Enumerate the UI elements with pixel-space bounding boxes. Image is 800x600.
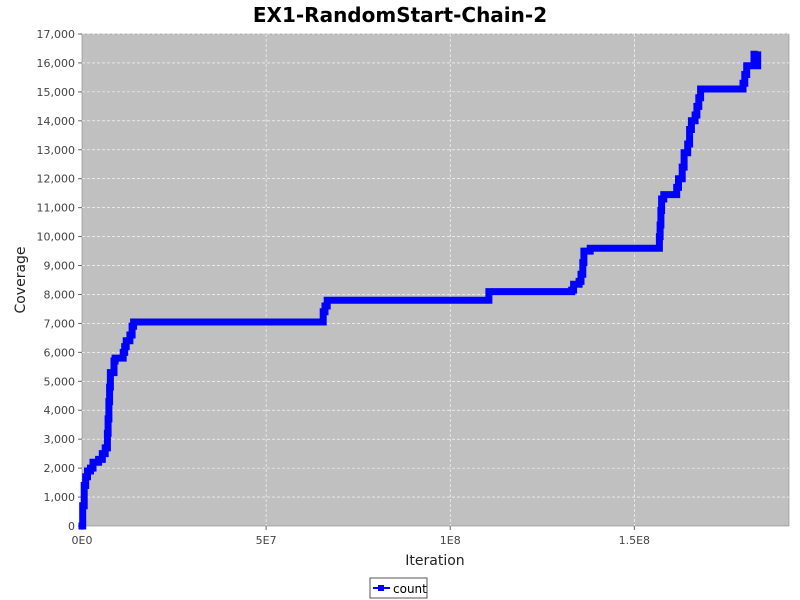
y-tick-label: 7,000	[44, 317, 76, 330]
y-tick-label: 3,000	[44, 433, 76, 446]
y-tick-label: 17,000	[37, 28, 76, 41]
y-tick-label: 15,000	[37, 86, 76, 99]
y-tick-label: 16,000	[37, 57, 76, 70]
y-tick-label: 13,000	[37, 144, 76, 157]
y-tick-label: 12,000	[37, 173, 76, 186]
x-tick-label: 1E8	[440, 534, 461, 547]
x-tick-label: 1.5E8	[619, 534, 650, 547]
x-axis-label: Iteration	[405, 553, 464, 569]
y-tick-label: 14,000	[37, 115, 76, 128]
y-tick-label: 0	[68, 520, 75, 533]
y-tick-label: 6,000	[44, 346, 76, 359]
y-tick-label: 11,000	[37, 202, 76, 215]
x-axis: 0E0 5E7 1E8 1.5E8	[72, 526, 650, 547]
y-tick-label: 2,000	[44, 462, 76, 475]
legend-label-count: count	[393, 582, 427, 596]
x-tick-label: 5E7	[256, 534, 277, 547]
y-tick-label: 9,000	[44, 260, 76, 273]
legend-square-marker	[378, 585, 384, 591]
y-axis: 0 1,000 2,000 3,000 4,000 5,000 6,000 7,000 8,00…	[37, 28, 82, 533]
x-tick-label: 0E0	[72, 534, 93, 547]
y-tick-label: 10,000	[37, 231, 76, 244]
y-tick-label: 8,000	[44, 288, 76, 301]
chart-title: EX1-RandomStart-Chain-2	[253, 3, 547, 27]
y-tick-label: 1,000	[44, 491, 76, 504]
legend-box	[369, 577, 428, 599]
legend: count	[369, 577, 428, 599]
y-axis-label: Coverage	[13, 246, 29, 313]
plot-area	[81, 33, 790, 527]
series-line-count	[78, 50, 762, 530]
y-tick-label: 5,000	[44, 375, 76, 388]
y-tick-label: 4,000	[44, 404, 76, 417]
series-layer	[78, 50, 762, 530]
